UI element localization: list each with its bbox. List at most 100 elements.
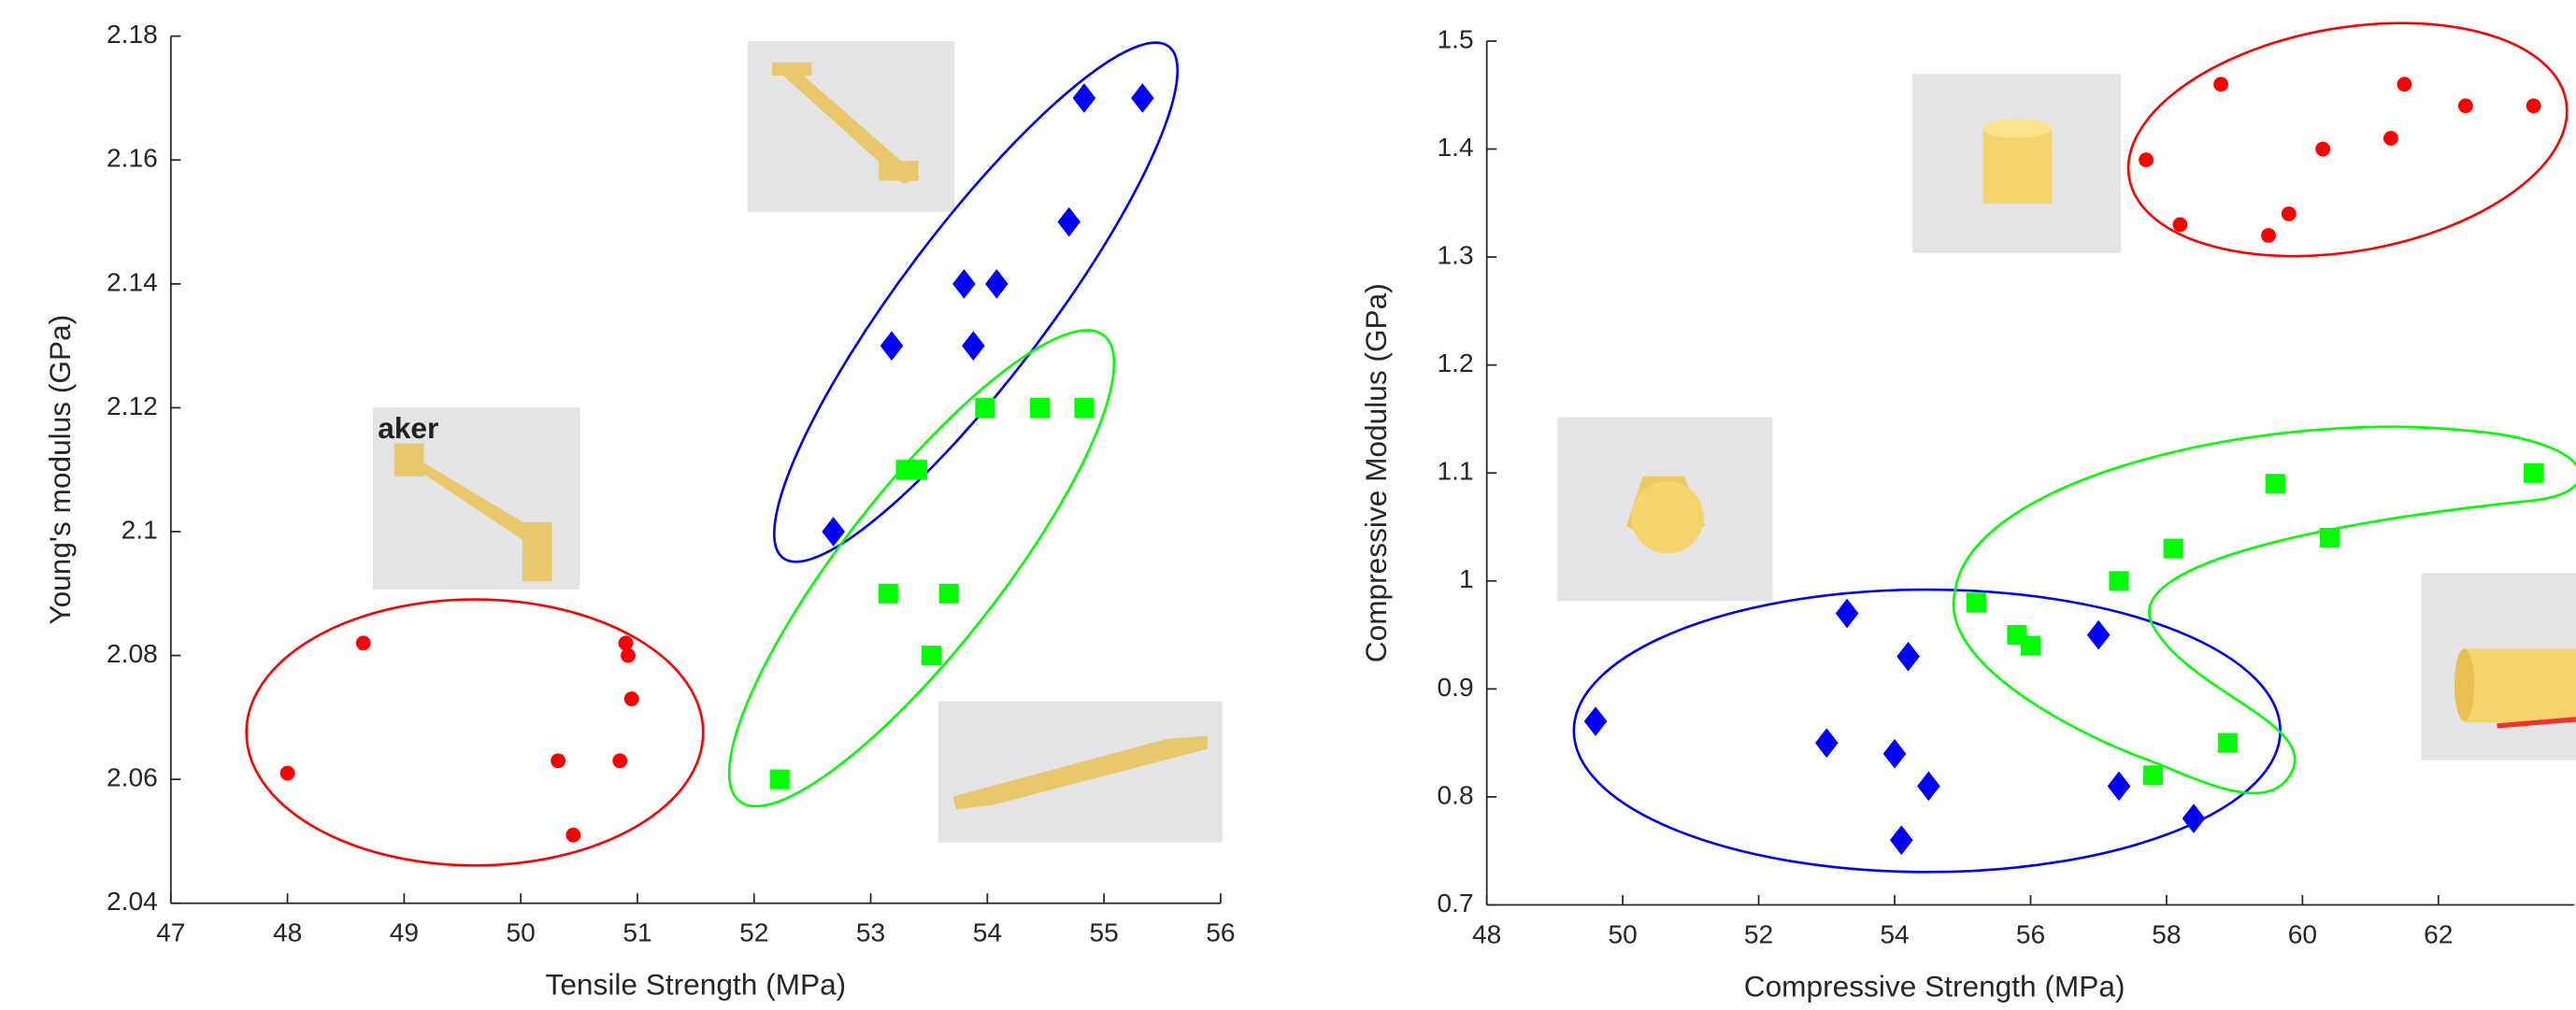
x-tick-label: 50 (507, 918, 536, 947)
y-tick-label: 1 (1459, 564, 1474, 593)
data-point (770, 770, 790, 790)
data-point (2524, 463, 2543, 483)
data-point (952, 269, 976, 299)
data-point (1836, 599, 1859, 629)
data-point (1584, 706, 1608, 736)
cluster-outline (1574, 590, 2281, 872)
y-tick-label: 1.5 (1438, 24, 1474, 53)
thumbnail (1912, 74, 2121, 253)
data-point (2021, 636, 2040, 656)
data-point (1890, 825, 1913, 855)
y-tick-label: 2.06 (107, 763, 158, 792)
data-point (1057, 207, 1080, 237)
data-point (2315, 142, 2330, 157)
data-point (2139, 152, 2154, 167)
y-tick-label: 2.04 (107, 887, 158, 916)
y-tick-label: 1.3 (1438, 241, 1474, 270)
y-tick-label: 2.14 (107, 267, 158, 296)
x-axis-title: Tensile Strength (MPa) (546, 968, 847, 1002)
data-point (2458, 98, 2473, 113)
data-point (879, 584, 898, 604)
data-point (2383, 131, 2398, 146)
data-point (1074, 398, 1094, 418)
data-point (2213, 77, 2228, 92)
data-point (2108, 772, 2131, 802)
data-point (1030, 398, 1050, 418)
data-point (880, 331, 904, 361)
y-tick-label: 2.16 (107, 144, 158, 173)
thumbnail (1557, 417, 1772, 601)
page: {"chart_data": [ {"type": "scatter", "x_… (0, 0, 2576, 1010)
x-tick-label: 56 (2016, 919, 2045, 948)
data-point (2109, 571, 2128, 590)
data-point (939, 584, 959, 604)
data-point (2526, 98, 2541, 113)
y-axis-title: Compressive Modulus (GPa) (1359, 283, 1393, 662)
data-point (2320, 528, 2340, 548)
data-point (2266, 474, 2285, 493)
data-point (612, 753, 627, 768)
x-tick-label: 48 (273, 918, 302, 947)
data-point (621, 648, 636, 663)
thumbnail: aker (373, 407, 580, 590)
y-tick-label: 0.9 (1438, 673, 1474, 702)
x-tick-label: 52 (1744, 919, 1773, 948)
y-axis-title: Young's modulus (GPa) (43, 315, 77, 625)
y-tick-label: 0.7 (1438, 889, 1474, 918)
data-point (619, 635, 634, 650)
svg-text:aker: aker (378, 411, 438, 445)
data-point (356, 635, 371, 650)
data-point (1917, 772, 1940, 802)
data-point (975, 398, 995, 418)
thumbnail (938, 702, 1223, 843)
x-tick-label: 62 (2424, 919, 2453, 948)
x-tick-label: 51 (623, 918, 651, 947)
data-point (908, 460, 927, 479)
data-point (2397, 77, 2412, 92)
thumbnail (748, 41, 954, 212)
data-point (2164, 539, 2183, 559)
data-point (1131, 83, 1154, 113)
thumbnail (2422, 573, 2576, 760)
data-point (922, 646, 941, 665)
data-point (2282, 206, 2297, 221)
data-point (280, 766, 295, 781)
x-tick-label: 47 (156, 918, 185, 947)
data-point (1967, 592, 1986, 612)
cluster-outline (247, 600, 704, 866)
data-point (2261, 228, 2276, 243)
data-point (1883, 739, 1907, 769)
x-tick-label: 58 (2152, 919, 2181, 948)
data-point (1073, 83, 1096, 113)
data-point (962, 331, 985, 361)
x-tick-label: 56 (1206, 918, 1235, 947)
y-tick-label: 0.8 (1438, 780, 1474, 809)
x-tick-label: 53 (856, 918, 885, 947)
y-tick-label: 2.12 (107, 391, 158, 420)
data-point (1896, 642, 1920, 672)
data-point (1815, 728, 1839, 758)
x-tick-label: 60 (2288, 919, 2317, 948)
x-tick-label: 49 (390, 918, 419, 947)
x-tick-label: 54 (973, 918, 1002, 947)
data-point (551, 753, 565, 768)
data-point (2087, 620, 2111, 650)
x-tick-label: 50 (1608, 919, 1637, 948)
y-tick-label: 2.18 (107, 20, 158, 49)
data-point (2173, 218, 2188, 233)
x-tick-label: 55 (1090, 918, 1119, 947)
x-tick-label: 48 (1472, 919, 1501, 948)
y-tick-label: 1.4 (1438, 133, 1474, 162)
x-axis-title: Compressive Strength (MPa) (1744, 969, 2125, 1003)
data-point (624, 691, 639, 706)
cluster-outline (2110, 0, 2576, 288)
data-point (2218, 733, 2238, 753)
data-point (2143, 765, 2163, 785)
y-tick-label: 1.2 (1438, 349, 1474, 377)
data-point (565, 828, 580, 843)
figure: aker 474849505152535455562.042.062.082.1… (0, 0, 2576, 1010)
x-tick-label: 54 (1880, 919, 1909, 948)
x-tick-label: 52 (739, 918, 768, 947)
y-tick-label: 2.1 (122, 515, 158, 544)
y-tick-label: 1.1 (1438, 457, 1474, 486)
